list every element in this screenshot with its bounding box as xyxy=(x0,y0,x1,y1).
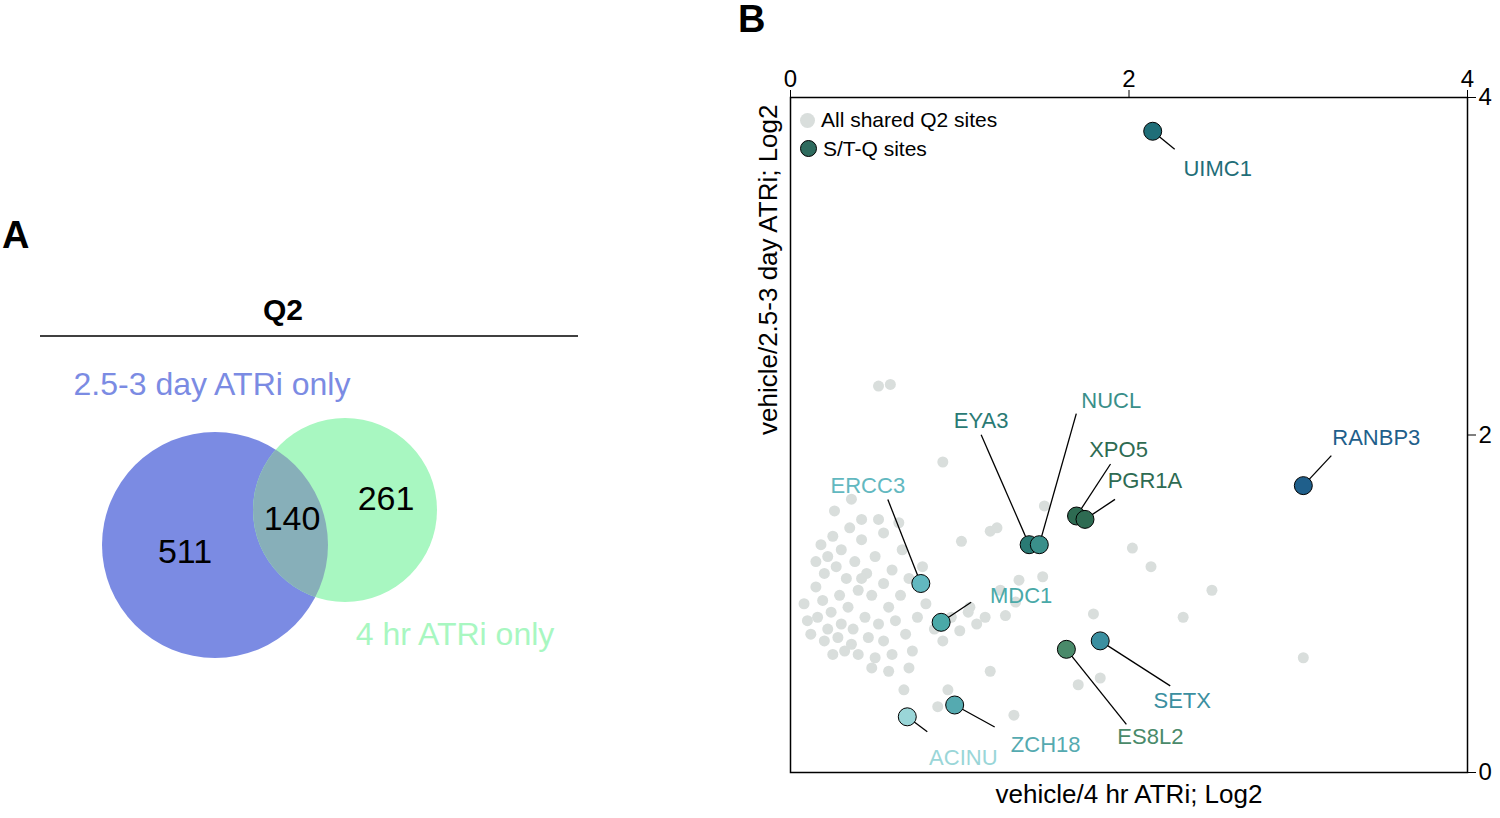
html-text:S/T-Q sites: S/T-Q sites xyxy=(823,137,927,160)
svg-text:UIMC1: UIMC1 xyxy=(1183,156,1251,181)
svg-text:PGR1A: PGR1A xyxy=(1108,468,1183,493)
svg-text:XPO5: XPO5 xyxy=(1089,437,1148,462)
svg-text:261: 261 xyxy=(358,479,415,517)
svg-text:ES8L2: ES8L2 xyxy=(1117,724,1183,749)
svg-text:EYA3: EYA3 xyxy=(954,408,1009,433)
svg-text:ERCC3: ERCC3 xyxy=(831,473,906,498)
svg-text:NUCL: NUCL xyxy=(1081,388,1141,413)
svg-text:A: A xyxy=(2,214,29,256)
svg-text:140: 140 xyxy=(264,499,321,537)
svg-text:4 hr ATRi only: 4 hr ATRi only xyxy=(356,616,555,652)
svg-text:0: 0 xyxy=(1479,758,1492,785)
svg-text:2.5-3 day ATRi only: 2.5-3 day ATRi only xyxy=(74,366,351,402)
svg-text:SETX: SETX xyxy=(1153,688,1211,713)
html-text:All shared Q2 sites: All shared Q2 sites xyxy=(821,108,998,131)
svg-text:4: 4 xyxy=(1461,65,1474,92)
svg-text:vehicle/2.5-3 day ATRi; Log2: vehicle/2.5-3 day ATRi; Log2 xyxy=(753,105,783,435)
svg-text:ACINU: ACINU xyxy=(929,745,997,770)
svg-text:511: 511 xyxy=(158,532,212,570)
svg-text:MDC1: MDC1 xyxy=(990,583,1052,608)
svg-text:4: 4 xyxy=(1479,83,1492,110)
svg-text:ZCH18: ZCH18 xyxy=(1011,732,1081,757)
svg-text:vehicle/4 hr ATRi; Log2: vehicle/4 hr ATRi; Log2 xyxy=(996,779,1263,809)
svg-text:B: B xyxy=(738,0,765,40)
svg-text:2: 2 xyxy=(1479,421,1492,448)
svg-text:0: 0 xyxy=(784,65,797,92)
svg-text:Q2: Q2 xyxy=(263,293,303,326)
svg-text:RANBP3: RANBP3 xyxy=(1332,425,1420,450)
svg-text:2: 2 xyxy=(1122,65,1135,92)
